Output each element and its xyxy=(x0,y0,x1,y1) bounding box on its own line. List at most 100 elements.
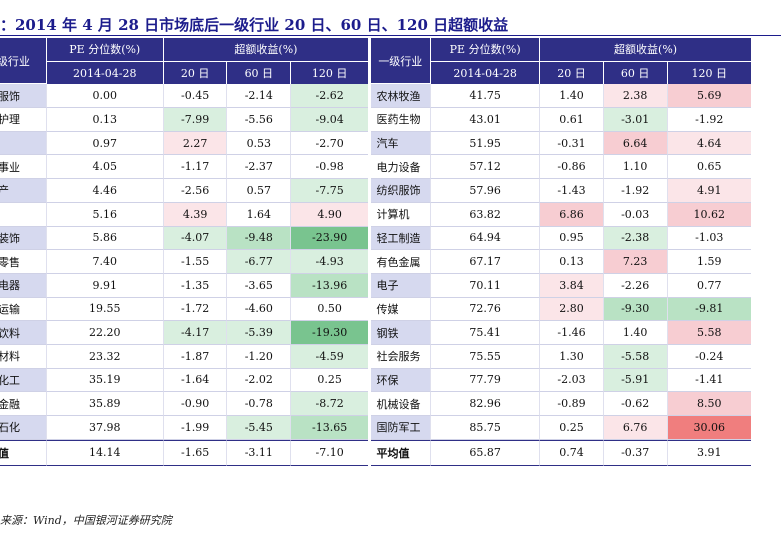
industry-name: 食品饮料 xyxy=(0,321,46,345)
average-pe-right: 65.87 xyxy=(430,439,540,466)
excess-20d-cell: -1.99 xyxy=(162,416,227,440)
pe-percentile-cell: 0.13 xyxy=(45,108,163,132)
excess-120d-cell: -23.90 xyxy=(290,226,369,251)
pe-percentile-cell: 41.75 xyxy=(430,84,540,109)
excess-60d-cell: 1.40 xyxy=(602,321,667,345)
table-row: 家用电器9.91-1.35-3.65-13.96电子70.113.84-2.26… xyxy=(0,273,751,298)
average-120d-right: 3.91 xyxy=(666,439,751,466)
excess-60d-cell: -6.77 xyxy=(226,250,291,274)
excess-60d-cell: 0.53 xyxy=(226,131,291,156)
excess-20d-cell: -1.87 xyxy=(162,344,227,369)
column-gap xyxy=(368,439,371,466)
industry-name: 公用事业 xyxy=(0,155,46,180)
excess-20d-cell: 2.80 xyxy=(539,297,603,322)
excess-60d-cell: -2.38 xyxy=(602,226,667,251)
excess-120d-cell: 0.25 xyxy=(290,368,369,393)
excess-60d-cell: 0.57 xyxy=(226,179,291,203)
excess-60d-cell: 1.64 xyxy=(226,202,291,227)
excess-20d-cell: -0.45 xyxy=(162,84,227,109)
pe-percentile-cell: 75.41 xyxy=(430,321,540,345)
pe-percentile-cell: 85.75 xyxy=(430,416,540,440)
column-gap xyxy=(368,38,371,85)
excess-60d-cell: -5.91 xyxy=(602,368,667,393)
industry-name: 银行 xyxy=(0,131,46,156)
industry-name: 农林牧渔 xyxy=(370,84,431,109)
excess-120d-cell: -1.41 xyxy=(666,368,751,393)
excess-60d-cell: -9.48 xyxy=(226,226,291,251)
pe-percentile-cell: 35.89 xyxy=(45,392,163,416)
pe-percentile-cell: 5.86 xyxy=(45,226,163,251)
pe-percentile-cell: 75.55 xyxy=(430,344,540,369)
excess-20d-cell: -1.17 xyxy=(162,155,227,180)
column-gap xyxy=(368,416,371,440)
excess-60d-cell: -2.02 xyxy=(226,368,291,393)
header-20d-left: 20 日 xyxy=(162,61,227,85)
header-pe-right: PE 分位数(%) xyxy=(430,38,540,62)
excess-120d-cell: -0.98 xyxy=(290,155,369,180)
industry-name: 建筑材料 xyxy=(0,344,46,369)
excess-60d-cell: -2.26 xyxy=(602,273,667,298)
excess-120d-cell: 0.65 xyxy=(666,155,751,180)
industry-name: 家用电器 xyxy=(0,273,46,298)
excess-60d-cell: -0.78 xyxy=(226,392,291,416)
average-pe-left: 14.14 xyxy=(45,439,163,466)
excess-120d-cell: 4.91 xyxy=(666,179,751,203)
excess-20d-cell: 2.27 xyxy=(162,131,227,156)
excess-60d-cell: -0.03 xyxy=(602,202,667,227)
industry-name: 通信 xyxy=(0,202,46,227)
header-120d-left: 120 日 xyxy=(290,61,369,85)
column-gap xyxy=(368,297,371,322)
header-date-right: 2014-04-28 xyxy=(430,61,540,85)
excess-20d-cell: 3.84 xyxy=(539,273,603,298)
excess-120d-cell: -1.92 xyxy=(666,108,751,132)
excess-20d-cell: -1.35 xyxy=(162,273,227,298)
column-gap xyxy=(368,344,371,369)
header-industry-right: 一级行业 xyxy=(370,38,431,85)
excess-120d-cell: 0.50 xyxy=(290,297,369,322)
table-row: 石油石化37.98-1.99-5.45-13.65国防军工85.750.256.… xyxy=(0,416,751,440)
excess-20d-cell: 1.40 xyxy=(539,84,603,109)
industry-name: 机械设备 xyxy=(370,392,431,416)
industry-name: 汽车 xyxy=(370,131,431,156)
table-row: 商贸零售7.40-1.55-6.77-4.93有色金属67.170.137.23… xyxy=(0,250,751,274)
pe-percentile-cell: 43.01 xyxy=(430,108,540,132)
table-body: 纺织服饰0.00-0.45-2.14-2.62农林牧渔41.751.402.38… xyxy=(0,84,751,440)
table-row: 建筑装饰5.86-4.07-9.48-23.90轻工制造64.940.95-2.… xyxy=(0,226,751,251)
industry-name: 非银金融 xyxy=(0,392,46,416)
pe-percentile-cell: 51.95 xyxy=(430,131,540,156)
average-20d-left: -1.65 xyxy=(162,439,227,466)
industry-name: 计算机 xyxy=(370,202,431,227)
excess-120d-cell: 10.62 xyxy=(666,202,751,227)
excess-120d-cell: -8.72 xyxy=(290,392,369,416)
excess-20d-cell: -2.56 xyxy=(162,179,227,203)
excess-60d-cell: 6.76 xyxy=(602,416,667,440)
industry-name: 纺织服饰 xyxy=(0,84,46,109)
pe-percentile-cell: 5.16 xyxy=(45,202,163,227)
industry-name: 基础化工 xyxy=(0,368,46,393)
excess-20d-cell: -4.07 xyxy=(162,226,227,251)
excess-return-table: 一级行业 PE 分位数(%) 超额收益(%) 一级行业 PE 分位数(%) 超额… xyxy=(0,38,751,466)
header-pe-left: PE 分位数(%) xyxy=(45,38,163,62)
column-gap xyxy=(368,179,371,203)
pe-percentile-cell: 7.40 xyxy=(45,250,163,274)
industry-name: 社会服务 xyxy=(370,344,431,369)
excess-20d-cell: -2.03 xyxy=(539,368,603,393)
excess-20d-cell: 4.39 xyxy=(162,202,227,227)
excess-20d-cell: -7.99 xyxy=(162,108,227,132)
header-date-left: 2014-04-28 xyxy=(45,61,163,85)
table-row: 非银金融35.89-0.90-0.78-8.72机械设备82.96-0.89-0… xyxy=(0,392,751,416)
excess-120d-cell: 30.06 xyxy=(666,416,751,440)
column-gap xyxy=(368,368,371,393)
excess-20d-cell: -1.64 xyxy=(162,368,227,393)
pe-percentile-cell: 23.32 xyxy=(45,344,163,369)
excess-20d-cell: 0.95 xyxy=(539,226,603,251)
column-gap xyxy=(368,273,371,298)
column-gap xyxy=(368,392,371,416)
pe-percentile-cell: 64.94 xyxy=(430,226,540,251)
pe-percentile-cell: 0.00 xyxy=(45,84,163,109)
excess-60d-cell: -5.45 xyxy=(226,416,291,440)
excess-60d-cell: -5.58 xyxy=(602,344,667,369)
excess-60d-cell: -4.60 xyxy=(226,297,291,322)
column-gap xyxy=(368,84,371,109)
